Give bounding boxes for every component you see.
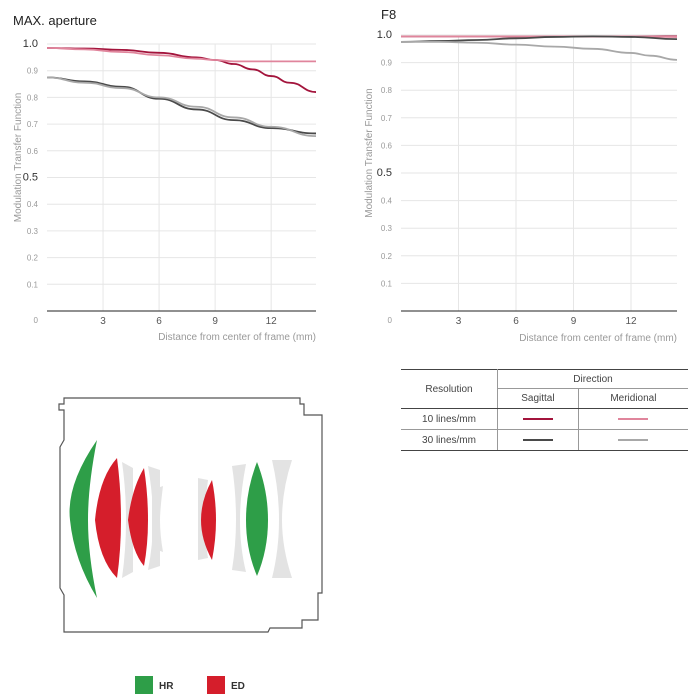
row-label: 10 lines/mm — [401, 408, 498, 430]
lens-element — [232, 464, 246, 572]
y-tick-label: 0.6 — [381, 141, 393, 150]
y-tick-label: 0.2 — [381, 252, 393, 261]
ed-swatch — [207, 676, 225, 694]
y-tick-label: 0.8 — [381, 86, 393, 95]
y-tick-label: 0.3 — [381, 224, 393, 233]
x-tick-labels: 3 6 9 12 — [100, 316, 277, 327]
series-line — [46, 47, 316, 63]
mtf-legend-table: Resolution Direction Sagittal Meridional… — [401, 369, 688, 451]
gridlines — [47, 43, 316, 311]
legend-subheader-row: Sagittal Meridional — [401, 388, 688, 409]
y-tick-label: 0.4 — [381, 197, 393, 206]
y-tick-labels: 0 0.1 0.2 0.3 0.4 0.5 0.6 0.7 0.8 0.9 1.0 — [23, 38, 39, 325]
y-tick-label: 0.2 — [27, 254, 39, 263]
lens-element-hr — [246, 462, 268, 576]
hr-legend-label: HR — [159, 681, 174, 692]
ed-legend-label: ED — [231, 681, 245, 692]
hr-swatch — [135, 676, 153, 694]
meridional-header: Meridional — [578, 388, 688, 409]
y-tick-label: 1.0 — [377, 29, 392, 41]
x-tick-label: 3 — [456, 316, 462, 327]
lens-element — [122, 462, 133, 578]
lens-element-ed — [95, 458, 121, 578]
chart-title: MAX. aperture — [13, 13, 97, 28]
meridional-swatch-cell — [578, 429, 688, 451]
series-line — [46, 76, 317, 138]
y-tick-label: 0.5 — [23, 172, 38, 184]
line-swatch — [522, 417, 553, 420]
y-axis-label: Modulation Transfer Function — [13, 93, 24, 223]
sagittal-header: Sagittal — [497, 388, 579, 409]
legend-row-10: 10 lines/mm — [401, 408, 688, 430]
y-tick-label: 0.1 — [27, 280, 39, 289]
y-tick-label: 0.9 — [27, 67, 39, 76]
x-tick-label: 12 — [625, 316, 637, 327]
y-tick-label: 0.9 — [381, 59, 393, 68]
line-swatch — [618, 438, 649, 441]
lens-construction-diagram — [58, 397, 323, 633]
y-tick-labels: 0 0.1 0.2 0.3 0.4 0.5 0.6 0.7 0.8 0.9 1.0 — [377, 29, 393, 325]
lens-element — [272, 460, 292, 578]
gridlines — [401, 34, 677, 311]
x-tick-label: 12 — [266, 316, 278, 327]
x-tick-label: 6 — [156, 316, 162, 327]
y-tick-label: 0.8 — [27, 93, 39, 102]
x-axis-label: Distance from center of frame (mm) — [519, 333, 677, 344]
sagittal-swatch-cell — [497, 429, 579, 451]
lens-element-hr — [69, 440, 97, 598]
y-tick-label: 0.7 — [27, 120, 39, 129]
y-tick-label: 0.1 — [381, 279, 393, 288]
x-tick-label: 9 — [571, 316, 577, 327]
series-line — [46, 76, 317, 135]
line-swatch — [522, 438, 553, 441]
lens-barrel-outline — [58, 397, 323, 633]
y-tick-label: 0 — [34, 316, 39, 325]
legend-row-30: 30 lines/mm — [401, 429, 688, 451]
x-axis-label: Distance from center of frame (mm) — [158, 332, 316, 343]
resolution-header: Resolution — [401, 369, 498, 409]
y-axis-label: Modulation Transfer Function — [364, 88, 375, 218]
row-label: 30 lines/mm — [401, 429, 498, 451]
sagittal-swatch-cell — [497, 408, 579, 430]
legend-header-row: Resolution Direction — [401, 369, 688, 409]
series-line — [46, 47, 317, 93]
y-tick-label: 0.7 — [381, 114, 393, 123]
lens-element — [152, 486, 163, 552]
y-tick-label: 0.5 — [377, 167, 392, 179]
x-tick-label: 6 — [513, 316, 519, 327]
chart-title: F8 — [381, 7, 396, 22]
direction-header: Direction — [497, 369, 688, 389]
lens-legend: HR ED — [135, 676, 245, 694]
y-tick-label: 1.0 — [23, 38, 38, 50]
y-tick-label: 0.6 — [27, 147, 39, 156]
x-tick-label: 9 — [212, 316, 218, 327]
series-lines — [400, 35, 678, 61]
series-lines — [46, 47, 317, 138]
lens-element-ed — [201, 480, 216, 560]
x-tick-label: 3 — [100, 316, 106, 327]
x-tick-labels: 3 6 9 12 — [456, 316, 637, 327]
y-tick-label: 0 — [388, 316, 393, 325]
y-tick-label: 0.3 — [27, 227, 39, 236]
y-tick-label: 0.4 — [27, 200, 39, 209]
mtf-chart-f8: F8 0 0.1 0.2 0.3 0.4 0.5 0.6 0.7 0.8 0.9 1.0 3 6 9 12… — [364, 7, 678, 344]
mtf-chart-max-aperture: MAX. aperture 00.10.20.30.40.50.60.70.80… — [13, 13, 317, 343]
lens-element-ed — [128, 468, 148, 566]
line-swatch — [618, 417, 649, 420]
meridional-swatch-cell — [578, 408, 688, 430]
series-line — [401, 40, 678, 61]
